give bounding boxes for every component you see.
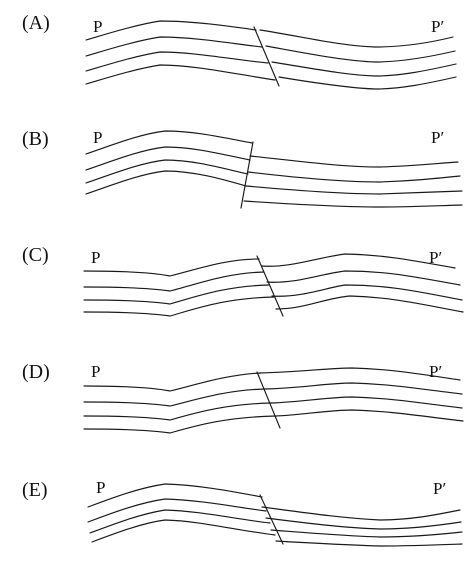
- option-label-b: (B): [22, 128, 49, 150]
- rock-layers-left-a: [85, 20, 276, 85]
- panel-b: (B) P P′: [22, 128, 463, 209]
- point-p-label-e: P: [96, 478, 105, 497]
- point-p-prime-label-c: P′: [429, 248, 442, 267]
- rock-layers-right-b: [243, 155, 463, 208]
- fault-line-d: [256, 371, 281, 429]
- fault-line-e: [259, 494, 284, 545]
- option-label-c: (C): [22, 244, 49, 266]
- point-p-label-d: P: [91, 362, 100, 381]
- fault-line-c: [256, 255, 284, 317]
- option-label-d: (D): [22, 361, 50, 383]
- rock-layers-right-d: [259, 367, 464, 422]
- panel-e: (E) P P′: [22, 478, 463, 547]
- rock-layers-right-a: [259, 29, 457, 90]
- point-p-label-c: P: [91, 248, 100, 267]
- point-p-prime-label-a: P′: [431, 17, 444, 36]
- rock-layers-left-c: [83, 258, 275, 317]
- panel-c: (C) P P′: [22, 244, 464, 317]
- rock-layers-right-c: [261, 253, 464, 313]
- point-p-prime-label-e: P′: [433, 479, 446, 498]
- point-p-prime-label-d: P′: [429, 362, 442, 381]
- rock-layers-left-b: [85, 130, 253, 195]
- panel-d: (D) P P′: [22, 361, 464, 434]
- fault-line-b: [240, 141, 254, 209]
- point-p-prime-label-b: P′: [431, 128, 444, 147]
- rock-layers-left-e: [87, 483, 276, 543]
- rock-layers-left-d: [83, 372, 277, 434]
- option-label-a: (A): [22, 12, 50, 34]
- panel-a: (A) P P′: [22, 12, 457, 90]
- point-p-label-a: P: [93, 17, 102, 36]
- point-p-label-b: P: [93, 128, 102, 147]
- rock-layers-right-e: [261, 506, 463, 547]
- option-label-e: (E): [22, 479, 48, 501]
- fault-line-a: [253, 26, 280, 87]
